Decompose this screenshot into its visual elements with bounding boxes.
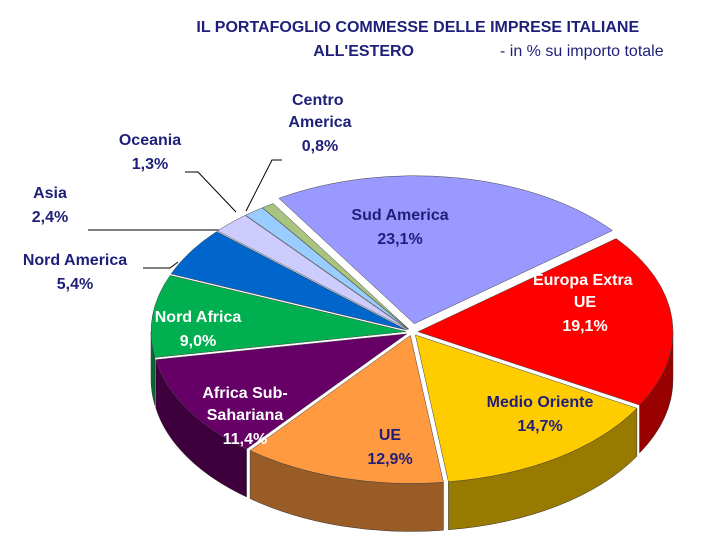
slice xyxy=(170,231,408,331)
slice-label: Asia xyxy=(33,185,67,202)
chart-subtitle: - in % su importo totale xyxy=(500,43,664,60)
slice-label: Europa Extra UE xyxy=(533,272,637,311)
value-label: 19,1% xyxy=(562,318,607,335)
value-label: 2,4% xyxy=(32,209,68,226)
slice xyxy=(262,203,409,330)
value-label: 9,0% xyxy=(180,333,216,350)
value-label: 5,4% xyxy=(57,276,93,293)
slice xyxy=(150,275,407,358)
chart-title: IL PORTAFOGLIO COMMESSE DELLE IMPRESE IT… xyxy=(196,19,643,60)
value-label: 0,8% xyxy=(302,138,338,155)
slice-label: Medio Oriente xyxy=(487,394,594,411)
slice xyxy=(415,334,638,483)
value-label: 12,9% xyxy=(367,451,412,468)
leader-line xyxy=(143,261,179,269)
slice xyxy=(155,333,408,450)
slice xyxy=(245,207,409,330)
value-label: 14,7% xyxy=(517,418,562,435)
slice-label: Africa Sub-Sahariana xyxy=(202,385,287,424)
leader-line xyxy=(88,225,235,231)
value-label: 1,3% xyxy=(132,156,168,173)
value-label: 23,1% xyxy=(377,231,422,248)
slice xyxy=(249,335,444,484)
slice-label: Nord Africa xyxy=(155,309,242,326)
slice xyxy=(217,215,408,330)
slice xyxy=(417,238,674,406)
slice-label: Nord America xyxy=(23,252,127,269)
leader-line xyxy=(185,171,237,213)
slice-label: Centro America xyxy=(288,92,351,131)
slice-label: Sud America xyxy=(351,207,448,224)
leader-line xyxy=(245,159,282,212)
slice-label: UE xyxy=(379,427,402,444)
slice-label: Oceania xyxy=(119,132,181,149)
slice xyxy=(278,175,613,325)
value-label: 11,4% xyxy=(223,431,267,448)
slice-sides xyxy=(150,331,674,532)
